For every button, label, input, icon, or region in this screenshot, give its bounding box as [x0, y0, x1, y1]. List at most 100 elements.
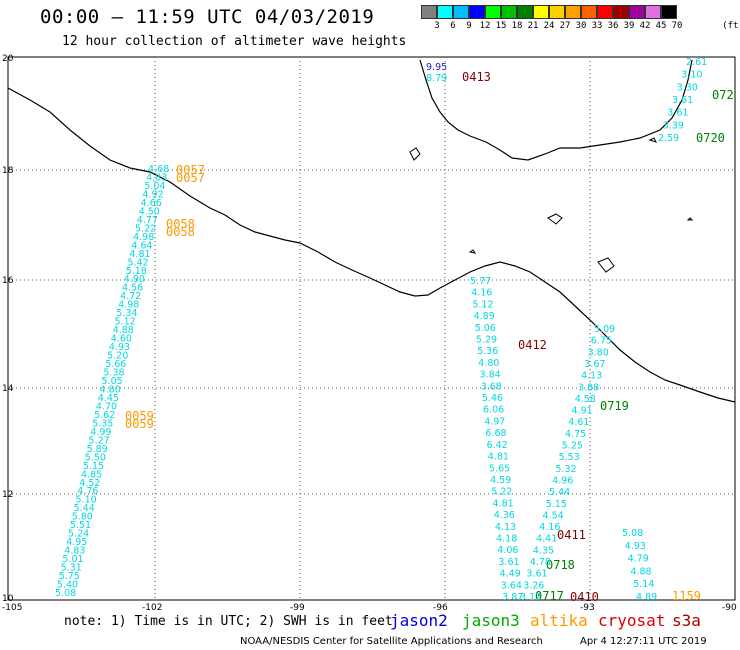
wave-height-value: 4.76 — [77, 486, 98, 497]
wave-height-value: 5.04 — [144, 181, 165, 192]
mexico-coastline — [7, 87, 736, 403]
wave-height-value: 5.12 — [115, 317, 136, 328]
wave-height-value: 4.18 — [496, 534, 517, 545]
wave-height-value: 3.88 — [578, 382, 599, 393]
pass-time-label: 0059 — [125, 409, 154, 423]
wave-height-value: 3.61 — [526, 569, 547, 580]
wave-height-value: 5.35 — [92, 418, 113, 429]
y-tick: 16 — [2, 276, 14, 286]
color-scale-label: 36 — [607, 21, 619, 31]
wave-height-value: 3.12 — [520, 592, 541, 603]
wave-height-value: 5.53 — [559, 452, 580, 463]
x-tick: -99 — [290, 603, 305, 613]
x-tick: -93 — [580, 603, 595, 613]
wave-height-value: 4.93 — [109, 342, 130, 353]
wave-height-value: 5.77 — [470, 276, 491, 287]
wave-height-value: 6.06 — [483, 405, 504, 416]
wave-height-value: 5.27 — [89, 435, 110, 446]
wave-height-value: 3.30 — [677, 82, 698, 93]
color-scale-label: 42 — [639, 21, 651, 31]
wave-height-value: 4.78 — [530, 557, 551, 568]
wave-height-value: 4.88 — [630, 566, 651, 577]
wave-height-value: 5.06 — [475, 323, 496, 334]
color-scale-label: 21 — [527, 21, 539, 31]
wave-height-value: 3.87 — [502, 592, 523, 603]
color-scale-swatch — [501, 5, 517, 19]
color-scale-swatch — [485, 5, 501, 19]
wave-height-value: 4.59 — [490, 475, 511, 486]
wave-height-value: 4.98 — [133, 232, 154, 243]
wave-height-value: 4.06 — [497, 545, 518, 556]
pass-time-label: 0719 — [600, 399, 629, 413]
wave-height-value: 5.24 — [68, 529, 89, 540]
color-scale-swatch — [549, 5, 565, 19]
wave-height-value: 3.84 — [480, 370, 501, 381]
wave-height-value: 5.09 — [594, 324, 615, 335]
wave-height-value: 9.95 — [426, 62, 447, 73]
pass-time-label: 0059 — [125, 417, 154, 431]
wave-height-value: 5.75 — [59, 571, 80, 582]
color-scale-swatch — [517, 5, 533, 19]
y-tick: 18 — [2, 166, 14, 176]
wave-height-value: 4.56 — [122, 283, 143, 294]
wave-height-value: 5.22 — [491, 487, 512, 498]
wave-height-value: 5.15 — [546, 499, 567, 510]
wave-height-value: 5.29 — [476, 335, 497, 346]
wave-height-value: 3.67 — [584, 359, 605, 370]
color-scale-label: 33 — [591, 21, 603, 31]
map-frame — [7, 56, 736, 601]
wave-height-value: 4.66 — [141, 198, 162, 209]
wave-height-value: 4.80 — [478, 358, 499, 369]
color-scale-swatch — [645, 5, 661, 19]
page-subtitle: 12 hour collection of altimeter wave hei… — [62, 34, 407, 49]
y-tick: 12 — [2, 490, 13, 500]
wave-height-value: 4.98 — [118, 300, 139, 311]
wave-height-value: 4.36 — [494, 510, 515, 521]
wave-height-value: 5.32 — [555, 464, 576, 475]
wave-height-value: 3.26 — [523, 580, 544, 591]
wave-height-value: 2.59 — [658, 133, 679, 144]
wave-height-value: 4.92 — [142, 189, 163, 200]
wave-height-value: 5.38 — [103, 368, 124, 379]
wave-height-value: 3.10 — [681, 70, 702, 81]
wave-height-value: 2.61 — [686, 57, 707, 68]
color-scale-label: 70 — [671, 21, 683, 31]
color-scale-label: 15 — [495, 21, 507, 31]
wave-height-value: 4.97 — [484, 416, 505, 427]
wave-height-value: 5.80 — [72, 512, 93, 523]
legend-jason2: jason2 — [390, 611, 448, 630]
pass-time-label: 0410 — [570, 590, 599, 604]
y-tick: 10 — [2, 594, 14, 604]
wave-height-value: 3.68 — [481, 381, 502, 392]
color-scale-label: 6 — [450, 21, 456, 31]
pass-time-label: 0058 — [166, 225, 195, 239]
wave-height-value: 4.89 — [474, 311, 495, 322]
wave-height-value: 5.31 — [61, 563, 82, 574]
wave-height-value: 4.91 — [572, 406, 593, 417]
footer: NOAA/NESDIS Center for Satellite Applica… — [240, 636, 707, 647]
wave-height-value: 6.75 — [591, 336, 612, 347]
wave-height-value: 6.68 — [485, 428, 506, 439]
wave-height-value: 5.14 — [633, 579, 654, 590]
x-tick: -102 — [142, 603, 162, 613]
wave-height-value: 4.54 — [543, 510, 564, 521]
footer-credit: NOAA/NESDIS Center for Satellite Applica… — [240, 636, 543, 647]
color-scale-swatch — [469, 5, 485, 19]
wave-height-value: 5.12 — [472, 299, 493, 310]
wave-height-value: 5.08 — [622, 528, 643, 539]
wave-height-value: 5.36 — [477, 346, 498, 357]
wave-height-value: 4.72 — [120, 291, 141, 302]
wave-height-value: 5.25 — [562, 441, 583, 452]
wave-height-value: 5.34 — [116, 308, 137, 319]
footer-timestamp: Apr 4 12:27:11 UTC 2019 — [580, 636, 707, 647]
wave-height-value: 4.13 — [495, 522, 516, 533]
wave-height-value: 4.60 — [111, 334, 132, 345]
wave-height-value: 4.85 — [81, 469, 102, 480]
color-scale-unit: (ft) — [722, 21, 740, 31]
x-tick: -90 — [722, 603, 737, 613]
page-title: 00:00 – 11:59 UTC 04/03/2019 — [40, 6, 375, 28]
wave-height-value: 4.93 — [625, 541, 646, 552]
color-scale-label: 24 — [543, 21, 555, 31]
wave-height-value: 5.22 — [135, 223, 156, 234]
